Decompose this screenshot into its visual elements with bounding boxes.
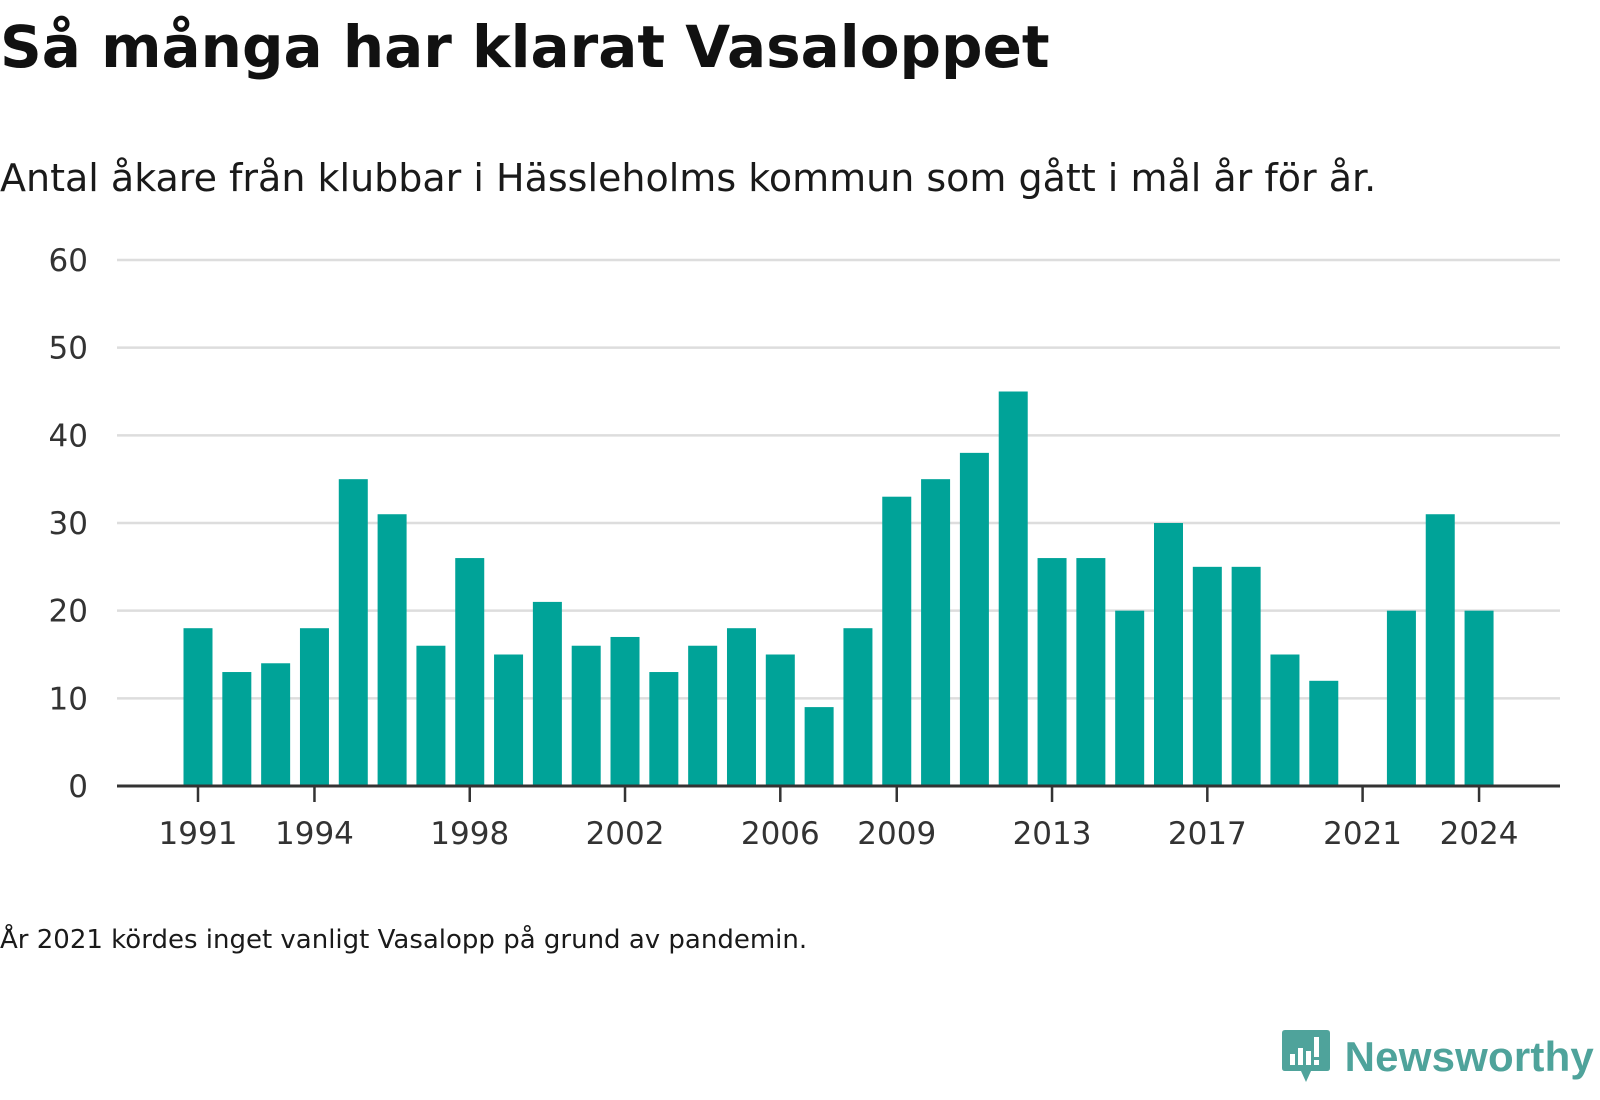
y-tick-label-0: 0: [68, 769, 88, 805]
bar-2011: [959, 452, 989, 786]
x-tick-label-2024: 2024: [1440, 816, 1519, 852]
bar-2005: [726, 628, 756, 786]
y-tick-label-20: 20: [49, 594, 88, 630]
bar-2017: [1192, 566, 1222, 786]
bar-2003: [649, 672, 679, 786]
x-tick-label-1998: 1998: [430, 816, 509, 852]
bar-2015: [1115, 610, 1145, 786]
bar-1997: [416, 645, 446, 786]
brand-name: Newsworthy: [1344, 1033, 1594, 1080]
bar-chart: 0 10 20 30 40 50 60 1991 1994 1998 2002 2006 2009 201…: [49, 243, 1560, 852]
bar-1998: [455, 558, 485, 786]
x-tick-label-2002: 2002: [586, 816, 665, 852]
x-axis: [117, 784, 1560, 802]
newsworthy-logo-icon: [1281, 1030, 1330, 1082]
bar-2004: [688, 645, 718, 786]
y-tick-label-50: 50: [49, 331, 88, 367]
chart-title: Så många har klarat Vasaloppet: [0, 13, 1050, 81]
bar-2002: [610, 636, 640, 786]
bar-1995: [338, 479, 368, 786]
bar-2012: [998, 391, 1028, 786]
bar-1992: [222, 672, 252, 786]
bar-2020: [1309, 680, 1339, 786]
bar-2014: [1076, 558, 1106, 786]
bar-2009: [882, 496, 912, 786]
bars: [183, 391, 1494, 786]
y-tick-label-60: 60: [49, 243, 88, 279]
x-tick-label-1991: 1991: [159, 816, 238, 852]
x-tick-label-2013: 2013: [1013, 816, 1092, 852]
bar-2007: [804, 707, 834, 786]
bar-2016: [1154, 523, 1183, 786]
x-tick-label-2009: 2009: [857, 816, 936, 852]
footnote: År 2021 kördes inget vanligt Vasalopp på…: [0, 925, 808, 955]
brand-logo-block: Newsworthy: [1281, 1028, 1594, 1086]
bar-2013: [1037, 558, 1067, 786]
y-tick-label-10: 10: [49, 681, 88, 717]
gridlines: [117, 258, 1560, 700]
tick-labels: 0 10 20 30 40 50 60 1991 1994 1998 2002 2006 2009 201…: [49, 243, 1519, 852]
bar-2022: [1386, 610, 1416, 786]
bar-2000: [532, 601, 562, 786]
bar-1996: [377, 514, 407, 786]
x-tick-label-1994: 1994: [275, 816, 354, 852]
bar-1994: [299, 628, 329, 786]
bar-1993: [261, 663, 291, 786]
bar-2023: [1425, 514, 1455, 786]
y-tick-label-30: 30: [49, 506, 88, 542]
bar-2006: [765, 654, 795, 786]
bar-2001: [571, 645, 601, 786]
bar-2008: [843, 628, 873, 786]
bar-2024: [1464, 610, 1494, 786]
chart-subtitle: Antal åkare från klubbar i Hässleholms k…: [0, 156, 1377, 200]
y-tick-label-40: 40: [49, 418, 88, 454]
x-tick-label-2006: 2006: [741, 816, 820, 852]
bar-2018: [1231, 566, 1261, 786]
x-tick-label-2021: 2021: [1323, 816, 1402, 852]
bar-1991: [183, 628, 213, 786]
bar-1999: [494, 654, 524, 786]
x-tick-label-2017: 2017: [1168, 816, 1247, 852]
bar-2010: [921, 479, 951, 786]
bar-2019: [1270, 654, 1300, 786]
